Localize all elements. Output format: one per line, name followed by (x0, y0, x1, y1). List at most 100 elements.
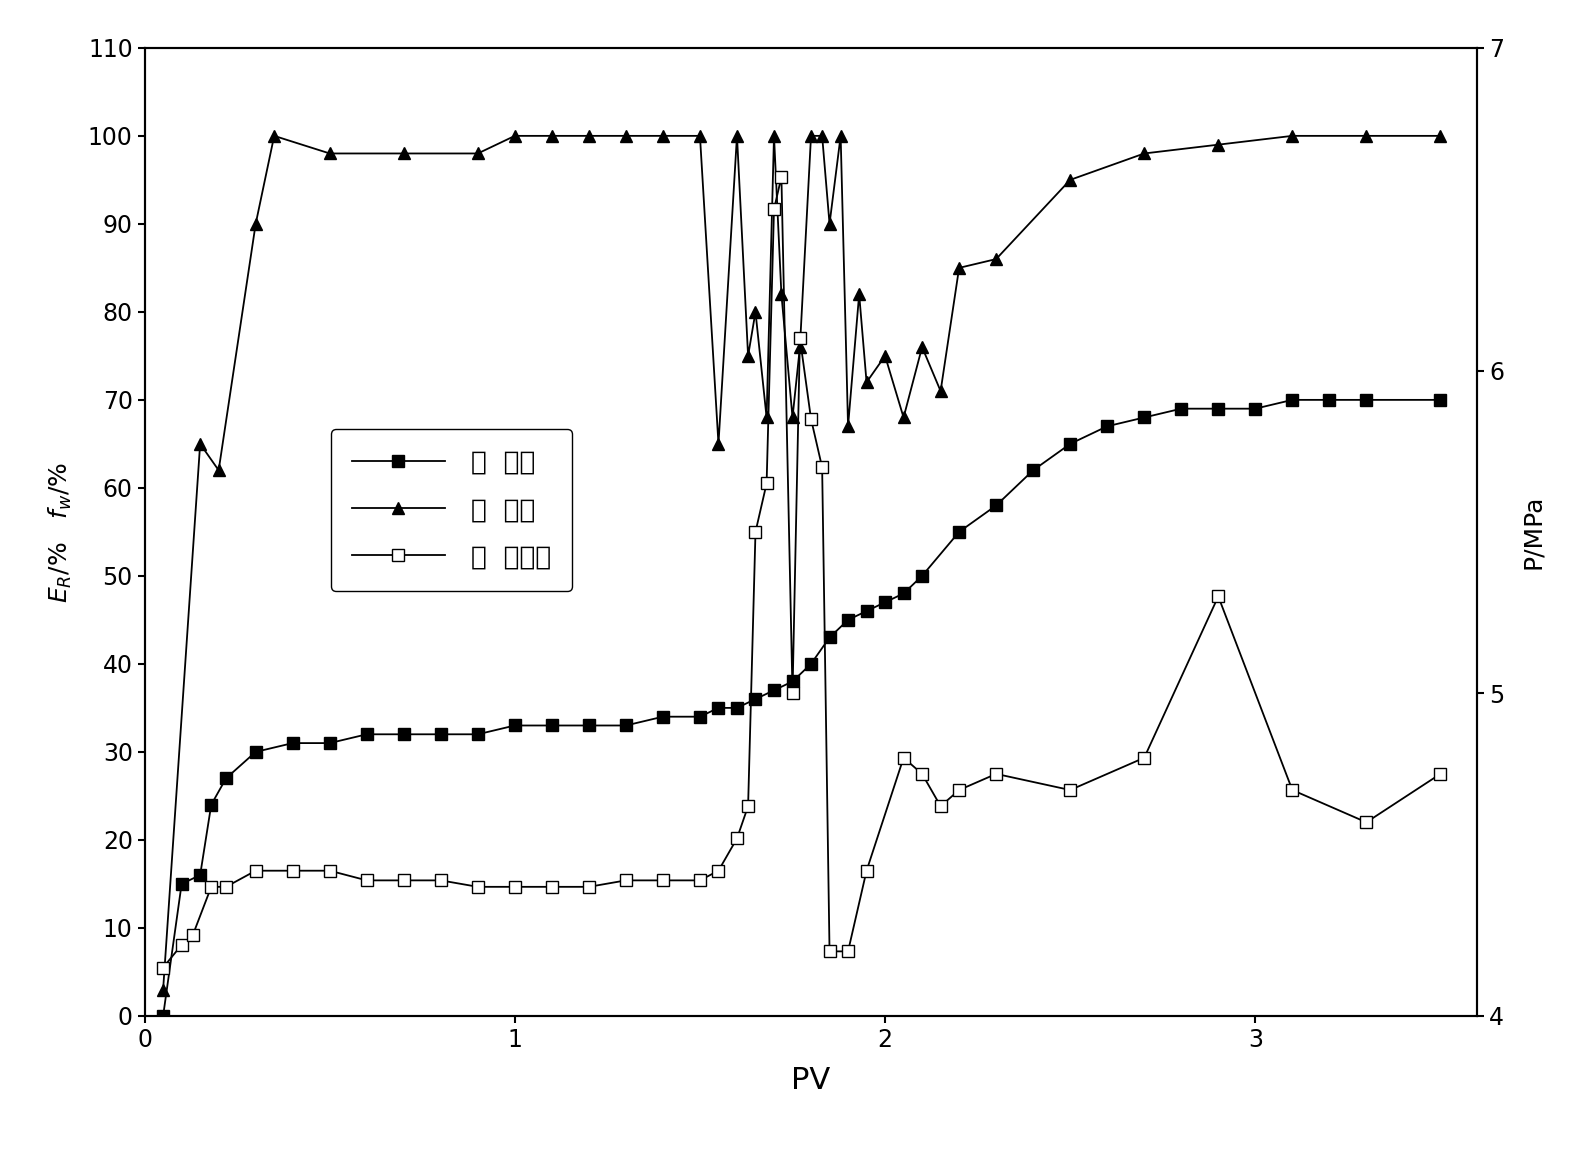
采  收率 (856, 604, 876, 618)
采  收率 (217, 771, 236, 785)
含  水率 (653, 128, 672, 142)
含  水率 (691, 128, 710, 142)
Y-axis label: $E_R$/%   $f_w$/%: $E_R$/% $f_w$/% (46, 461, 75, 603)
含  水率 (247, 217, 266, 231)
采  收率 (468, 728, 487, 742)
含  水率 (739, 349, 758, 363)
注  入压力 (912, 767, 931, 781)
含  水率 (505, 128, 524, 142)
采  收率 (395, 728, 414, 742)
注  入压力 (728, 832, 747, 846)
采  收率 (708, 701, 728, 715)
注  入压力 (1060, 783, 1079, 797)
采  收率 (579, 718, 599, 732)
注  入压力 (747, 524, 766, 538)
注  入压力 (820, 945, 839, 959)
注  入压力 (468, 880, 487, 894)
注  入压力 (739, 799, 758, 813)
含  水率 (616, 128, 635, 142)
采  收率 (747, 693, 766, 707)
含  水率 (783, 410, 802, 424)
注  入压力 (895, 751, 914, 765)
采  收率 (987, 499, 1006, 513)
含  水率 (191, 437, 210, 451)
采  收率 (1431, 392, 1450, 406)
含  水率 (1283, 128, 1302, 142)
注  入压力 (320, 863, 339, 877)
注  入压力 (217, 880, 236, 894)
Line: 含  水率: 含 水率 (158, 130, 1447, 996)
采  收率 (1356, 392, 1375, 406)
含  水率 (856, 375, 876, 389)
Line: 注  入压力: 注 入压力 (158, 172, 1446, 973)
注  入压力 (153, 960, 172, 974)
含  水率 (801, 128, 820, 142)
注  入压力 (987, 767, 1006, 781)
采  收率 (191, 868, 210, 882)
含  水率 (812, 128, 831, 142)
注  入压力 (357, 874, 376, 888)
采  收率 (839, 613, 858, 627)
含  水率 (1431, 128, 1450, 142)
注  入压力 (801, 412, 820, 426)
含  水率 (820, 217, 839, 231)
含  水率 (1060, 173, 1079, 187)
注  入压力 (1356, 815, 1375, 829)
注  入压力 (1135, 751, 1154, 765)
含  水率 (747, 305, 766, 319)
采  收率 (1097, 419, 1116, 433)
采  收率 (247, 745, 266, 759)
采  收率 (1135, 410, 1154, 424)
采  收率 (320, 736, 339, 750)
采  收率 (820, 631, 839, 645)
注  入压力 (931, 799, 950, 813)
注  入压力 (783, 687, 802, 701)
含  水率 (543, 128, 562, 142)
采  收率 (801, 656, 820, 670)
注  入压力 (1431, 767, 1450, 781)
采  收率 (1172, 402, 1191, 416)
含  水率 (728, 128, 747, 142)
含  水率 (1356, 128, 1375, 142)
采  收率 (1060, 437, 1079, 451)
注  入压力 (395, 874, 414, 888)
注  入压力 (708, 863, 728, 877)
含  水率 (579, 128, 599, 142)
采  收率 (895, 586, 914, 600)
注  入压力 (247, 863, 266, 877)
含  水率 (772, 287, 791, 301)
注  入压力 (283, 863, 302, 877)
采  收率 (543, 718, 562, 732)
采  收率 (431, 728, 451, 742)
注  入压力 (1283, 783, 1302, 797)
含  水率 (949, 260, 968, 274)
采  收率 (1024, 464, 1043, 478)
含  水率 (320, 146, 339, 160)
含  水率 (912, 340, 931, 354)
采  收率 (153, 1009, 172, 1023)
采  收率 (202, 798, 221, 812)
采  收率 (1247, 402, 1266, 416)
采  收率 (912, 569, 931, 583)
注  入压力 (431, 874, 451, 888)
采  收率 (283, 736, 302, 750)
采  收率 (949, 524, 968, 538)
采  收率 (172, 877, 191, 891)
注  入压力 (172, 938, 191, 952)
采  收率 (505, 718, 524, 732)
注  入压力 (758, 477, 777, 491)
含  水率 (850, 287, 869, 301)
含  水率 (831, 128, 850, 142)
X-axis label: PV: PV (791, 1065, 831, 1094)
含  水率 (931, 384, 950, 398)
含  水率 (1208, 138, 1227, 152)
采  收率 (876, 596, 895, 610)
采  收率 (691, 710, 710, 724)
采  收率 (783, 674, 802, 688)
注  入压力 (949, 783, 968, 797)
采  收率 (728, 701, 747, 715)
注  入压力 (543, 880, 562, 894)
含  水率 (895, 410, 914, 424)
采  收率 (1320, 392, 1339, 406)
注  入压力 (839, 945, 858, 959)
